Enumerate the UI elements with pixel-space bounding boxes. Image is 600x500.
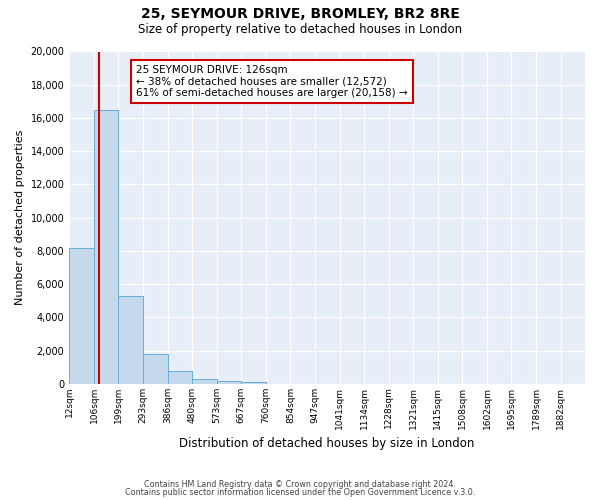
Bar [118, 296, 143, 384]
Bar [167, 372, 192, 384]
Bar [192, 379, 217, 384]
Text: 25, SEYMOUR DRIVE, BROMLEY, BR2 8RE: 25, SEYMOUR DRIVE, BROMLEY, BR2 8RE [140, 8, 460, 22]
Bar [143, 354, 167, 384]
Bar [217, 382, 241, 384]
Text: 25 SEYMOUR DRIVE: 126sqm
← 38% of detached houses are smaller (12,572)
61% of se: 25 SEYMOUR DRIVE: 126sqm ← 38% of detach… [136, 65, 408, 98]
Bar [94, 110, 118, 384]
Y-axis label: Number of detached properties: Number of detached properties [15, 130, 25, 306]
Text: Size of property relative to detached houses in London: Size of property relative to detached ho… [138, 22, 462, 36]
Bar [241, 382, 266, 384]
Text: Contains public sector information licensed under the Open Government Licence v.: Contains public sector information licen… [125, 488, 475, 497]
Bar [69, 248, 94, 384]
X-axis label: Distribution of detached houses by size in London: Distribution of detached houses by size … [179, 437, 475, 450]
Text: Contains HM Land Registry data © Crown copyright and database right 2024.: Contains HM Land Registry data © Crown c… [144, 480, 456, 489]
